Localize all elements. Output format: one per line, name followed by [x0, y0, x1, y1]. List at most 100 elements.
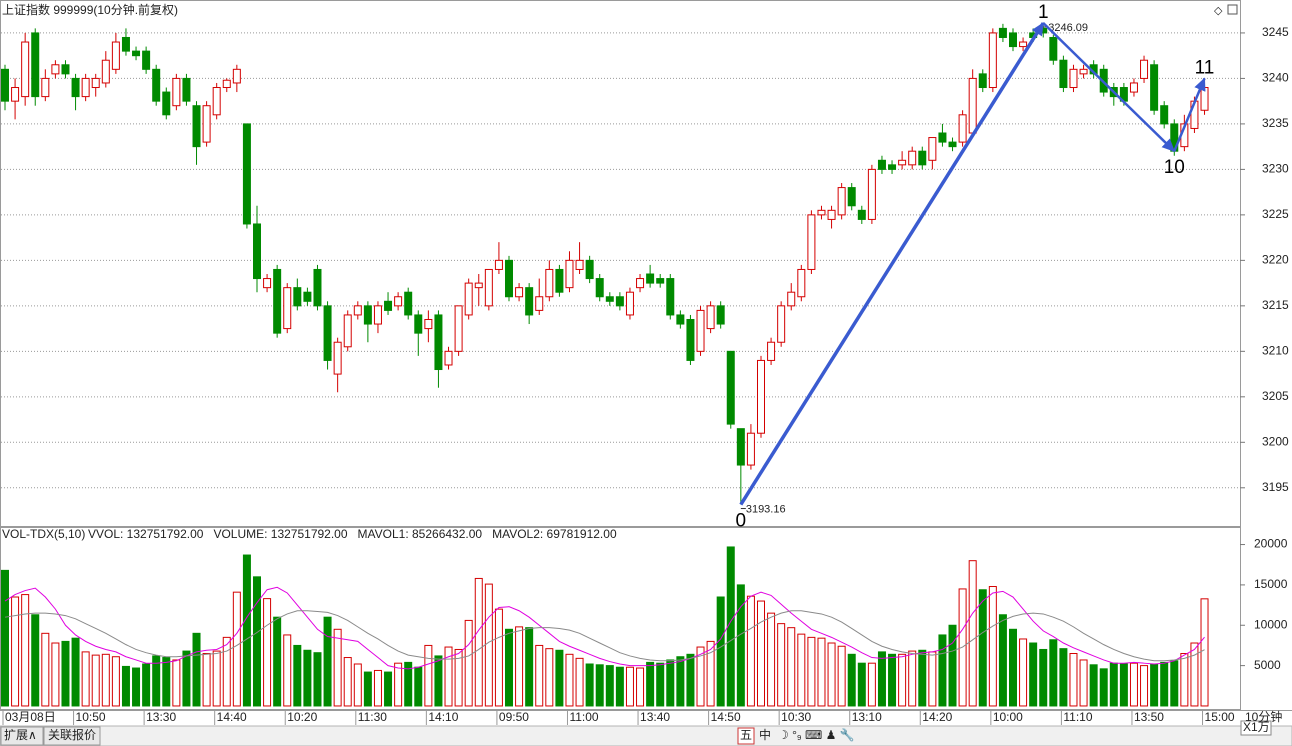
y-tick-label: 3210	[1262, 344, 1289, 358]
volume-bar	[948, 624, 957, 707]
volume-bar	[162, 657, 171, 707]
wave-line	[1173, 77, 1206, 152]
x-tick-label: 13:50	[1134, 710, 1164, 724]
volume-bar	[867, 662, 876, 707]
candle-body	[686, 318, 695, 361]
volume-bar	[736, 584, 745, 707]
volume-bar	[494, 608, 503, 707]
candle-body	[787, 291, 796, 307]
volume-bar	[998, 614, 1007, 707]
ma-line	[4, 586, 1205, 670]
tool-label[interactable]: 中	[759, 727, 771, 742]
candle-body	[111, 41, 120, 70]
candle-body	[726, 350, 735, 425]
candle-body	[666, 278, 675, 316]
x-tick-label: 11:30	[358, 710, 387, 724]
volume-bar	[1039, 648, 1048, 707]
candle-body	[867, 168, 876, 220]
volume-bar	[918, 649, 927, 707]
candle-body	[384, 300, 393, 311]
candle-body	[444, 350, 453, 366]
price-label: 3193.16	[746, 503, 786, 515]
candle-body	[817, 209, 826, 216]
candle-body	[767, 341, 776, 361]
bottom-bar	[0, 725, 1292, 746]
volume-bar	[202, 653, 211, 707]
candle-body	[877, 159, 886, 170]
volume-bar	[605, 665, 614, 707]
candle-body	[827, 209, 836, 220]
volume-bar	[323, 616, 332, 707]
candle-body	[101, 59, 110, 84]
volume-bar	[1019, 638, 1028, 707]
tool-label[interactable]: 五	[740, 728, 752, 742]
candle-body	[283, 287, 292, 330]
tab-label[interactable]: 扩展∧	[4, 728, 37, 742]
tool[interactable]	[737, 727, 755, 745]
volume-bar	[636, 667, 645, 707]
volume-bar	[1150, 663, 1159, 707]
volume-bar	[343, 657, 352, 707]
volume-bar	[192, 632, 201, 707]
tab[interactable]	[43, 726, 101, 746]
candle-body	[414, 314, 423, 334]
candle-body	[998, 27, 1007, 38]
volume-bar	[898, 653, 907, 707]
candle-body	[333, 341, 342, 375]
candle-body	[363, 305, 372, 325]
icon[interactable]: ◇	[1214, 5, 1223, 17]
volume-bar	[666, 659, 675, 707]
candle-body	[515, 287, 524, 298]
x-tick-label: 14:10	[428, 710, 458, 724]
volume-bar	[505, 628, 513, 707]
volume-bar	[1089, 664, 1098, 707]
volume-bar	[1029, 642, 1038, 707]
x-tick-label: 10:00	[993, 710, 1023, 724]
volume-bar	[373, 669, 382, 707]
volume-bar	[696, 646, 705, 707]
candle-body	[605, 296, 614, 302]
candle-body	[585, 259, 594, 280]
candle-body	[454, 305, 463, 352]
volume-bar	[333, 628, 342, 707]
candle-body	[212, 87, 221, 116]
y-tick-label: 3195	[1262, 480, 1289, 494]
candle-body	[484, 268, 493, 307]
volume-bar	[454, 648, 463, 707]
candle-body	[958, 114, 967, 143]
y-tick-label: 15000	[1254, 577, 1288, 591]
candle-body	[908, 150, 917, 166]
candle-body	[273, 268, 282, 334]
x-tick-label: 11:00	[569, 710, 598, 724]
volume-bar	[464, 619, 473, 707]
volume-bar	[545, 648, 554, 707]
volume-bar	[71, 637, 80, 707]
volume-bar	[444, 646, 453, 707]
volume-bar	[928, 651, 937, 707]
volume-bar	[41, 632, 50, 707]
volume-bar	[777, 623, 786, 707]
y-tick-label: 10000	[1254, 617, 1288, 631]
volume-bar	[273, 616, 282, 707]
tab[interactable]	[0, 726, 44, 746]
candle-body	[61, 64, 70, 75]
tool-icon[interactable]: ☽ °₉ ⌨ ♟ 🔧	[778, 727, 855, 742]
icon[interactable]	[1227, 4, 1238, 15]
candle-body	[1150, 64, 1159, 111]
tab-label[interactable]: 关联报价	[48, 727, 96, 742]
volume-bar	[847, 653, 856, 707]
candle-body	[353, 305, 362, 316]
volume-bar	[434, 655, 443, 707]
candle-body	[625, 291, 634, 316]
wave-label: 0	[736, 511, 747, 532]
volume-bar	[61, 640, 70, 707]
price-label: 3246.09	[1048, 22, 1088, 34]
candle-body	[696, 309, 705, 352]
volume-bar	[888, 653, 897, 707]
volume-bar	[51, 642, 60, 707]
candle-body	[565, 259, 574, 289]
volume-bar	[807, 636, 816, 707]
x-tick-label: 13:40	[640, 710, 670, 724]
candle-body	[1009, 32, 1017, 48]
